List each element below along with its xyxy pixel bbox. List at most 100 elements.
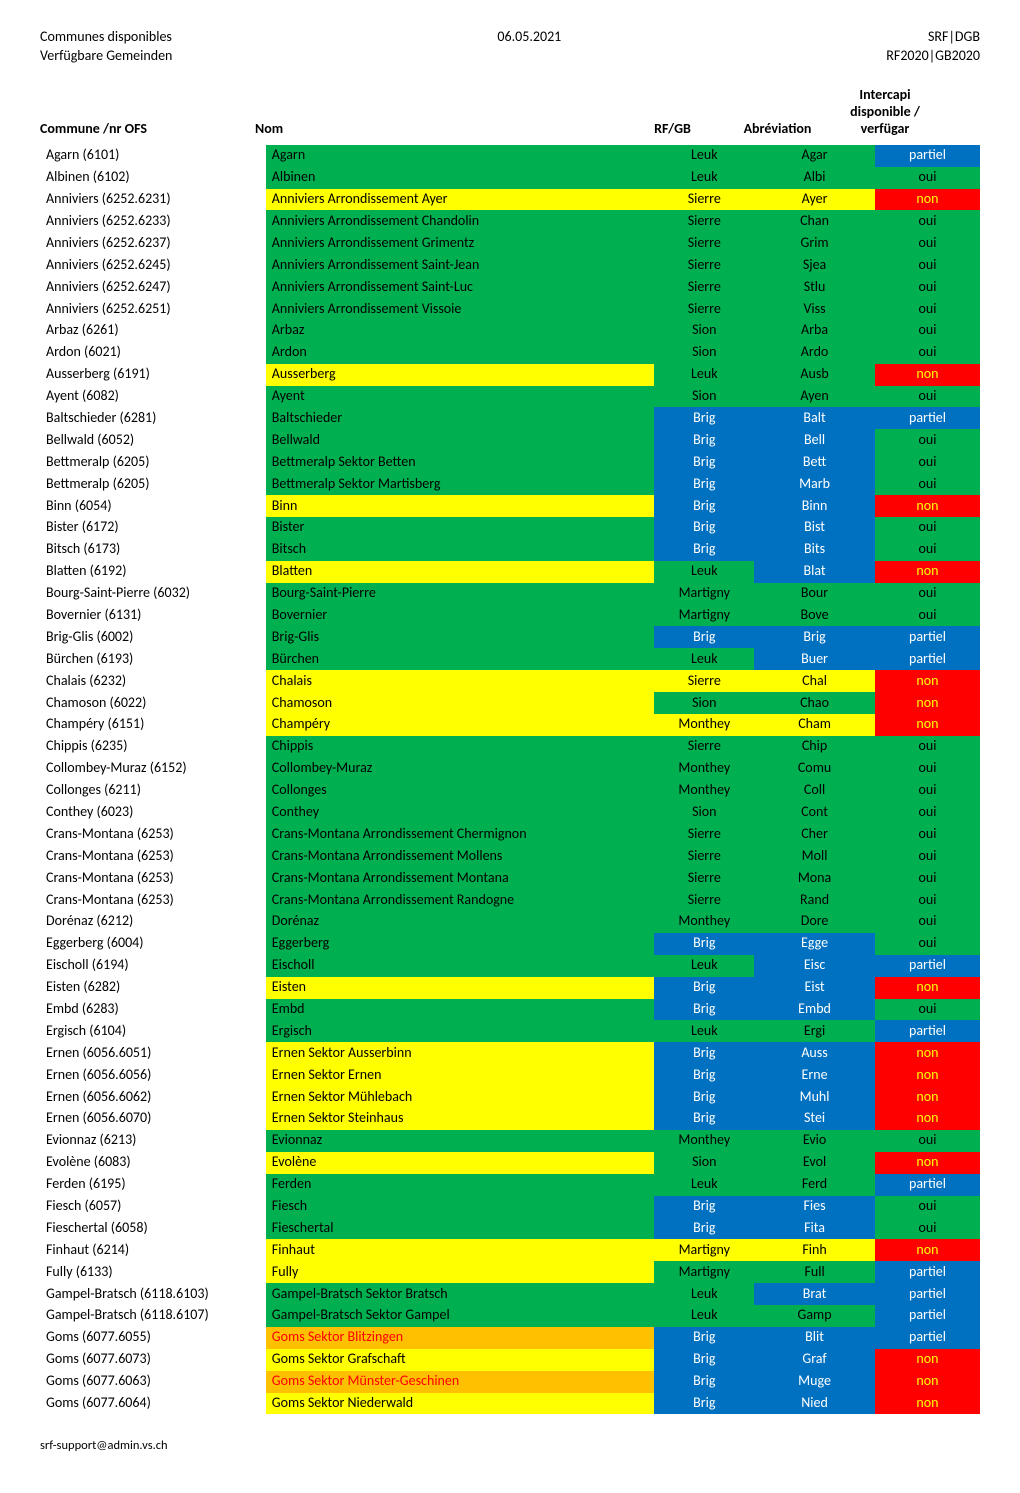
cell-inter: non <box>875 1152 980 1174</box>
table-row: Goms (6077.6064)Goms Sektor NiederwaldBr… <box>40 1393 980 1415</box>
cell-abbr: Ausb <box>754 364 875 386</box>
cell-abbr: Full <box>754 1261 875 1283</box>
cell-commune: Bovernier (6131) <box>40 604 266 626</box>
cell-commune: Goms (6077.6064) <box>40 1393 266 1415</box>
table-row: Crans-Montana (6253)Crans-Montana Arrond… <box>40 845 980 867</box>
cell-rfgb: Sierre <box>654 189 754 211</box>
cell-nom: Ayent <box>266 386 655 408</box>
cell-commune: Ernen (6056.6056) <box>40 1064 266 1086</box>
cell-commune: Bettmeralp (6205) <box>40 473 266 495</box>
col-header-inter-line2: disponible / <box>835 103 935 120</box>
cell-rfgb: Leuk <box>654 1283 754 1305</box>
cell-rfgb: Brig <box>654 495 754 517</box>
cell-abbr: Bist <box>754 517 875 539</box>
table-row: Finhaut (6214)FinhautMartignyFinhnon <box>40 1239 980 1261</box>
cell-rfgb: Brig <box>654 1042 754 1064</box>
table-row: Dorénaz (6212)DorénazMontheyDoreoui <box>40 911 980 933</box>
table-row: Evionnaz (6213)EvionnazMontheyEviooui <box>40 1130 980 1152</box>
col-header-inter-line3: verfügar <box>835 120 935 137</box>
table-row: Ernen (6056.6056)Ernen Sektor ErnenBrigE… <box>40 1064 980 1086</box>
cell-nom: Arbaz <box>266 320 655 342</box>
cell-rfgb: Monthey <box>654 911 754 933</box>
cell-commune: Ausserberg (6191) <box>40 364 266 386</box>
table-row: Eggerberg (6004)EggerbergBrigEggeoui <box>40 933 980 955</box>
cell-abbr: Coll <box>754 780 875 802</box>
cell-commune: Ardon (6021) <box>40 342 266 364</box>
table-row: Anniviers (6252.6233)Anniviers Arrondiss… <box>40 210 980 232</box>
table-row: Ausserberg (6191)AusserbergLeukAusbnon <box>40 364 980 386</box>
cell-nom: Anniviers Arrondissement Chandolin <box>266 210 655 232</box>
cell-abbr: Chan <box>754 210 875 232</box>
cell-nom: Chamoson <box>266 692 655 714</box>
cell-inter: oui <box>875 167 980 189</box>
cell-commune: Bellwald (6052) <box>40 429 266 451</box>
cell-commune: Chalais (6232) <box>40 670 266 692</box>
cell-rfgb: Brig <box>654 1217 754 1239</box>
cell-inter: non <box>875 1064 980 1086</box>
cell-rfgb: Sierre <box>654 823 754 845</box>
cell-inter: oui <box>875 232 980 254</box>
table-row: Bürchen (6193)BürchenLeukBuerpartiel <box>40 648 980 670</box>
cell-commune: Eischoll (6194) <box>40 955 266 977</box>
cell-abbr: Ayen <box>754 386 875 408</box>
cell-abbr: Agar <box>754 145 875 167</box>
cell-commune: Bettmeralp (6205) <box>40 451 266 473</box>
cell-nom: Bettmeralp Sektor Martisberg <box>266 473 655 495</box>
cell-rfgb: Brig <box>654 1393 754 1415</box>
cell-nom: Dorénaz <box>266 911 655 933</box>
header-right-line1: SRF|DGB <box>886 28 980 47</box>
cell-abbr: Bits <box>754 539 875 561</box>
cell-commune: Collombey-Muraz (6152) <box>40 758 266 780</box>
cell-commune: Bourg-Saint-Pierre (6032) <box>40 583 266 605</box>
cell-nom: Bitsch <box>266 539 655 561</box>
cell-rfgb: Sierre <box>654 889 754 911</box>
cell-nom: Ernen Sektor Ernen <box>266 1064 655 1086</box>
cell-nom: Champéry <box>266 714 655 736</box>
cell-commune: Crans-Montana (6253) <box>40 823 266 845</box>
cell-nom: Goms Sektor Münster-Geschinen <box>266 1371 655 1393</box>
cell-nom: Fieschertal <box>266 1217 655 1239</box>
col-header-inter-line1: Intercapi <box>835 86 935 103</box>
cell-commune: Gampel-Bratsch (6118.6107) <box>40 1305 266 1327</box>
table-row: Chamoson (6022)ChamosonSionChaonon <box>40 692 980 714</box>
cell-commune: Conthey (6023) <box>40 802 266 824</box>
table-row: Chippis (6235)ChippisSierreChipoui <box>40 736 980 758</box>
cell-inter: partiel <box>875 955 980 977</box>
cell-inter: oui <box>875 1217 980 1239</box>
table-row: Bettmeralp (6205)Bettmeralp Sektor Bette… <box>40 451 980 473</box>
table-row: Collonges (6211)CollongesMontheyColloui <box>40 780 980 802</box>
cell-inter: oui <box>875 254 980 276</box>
table-row: Anniviers (6252.6231)Anniviers Arrondiss… <box>40 189 980 211</box>
cell-rfgb: Sion <box>654 1152 754 1174</box>
table-row: Blatten (6192)BlattenLeukBlatnon <box>40 561 980 583</box>
cell-inter: non <box>875 1239 980 1261</box>
cell-commune: Blatten (6192) <box>40 561 266 583</box>
table-row: Goms (6077.6055)Goms Sektor BlitzingenBr… <box>40 1327 980 1349</box>
document-page: Communes disponibles Verfügbare Gemeinde… <box>0 0 1020 1493</box>
cell-rfgb: Monthey <box>654 758 754 780</box>
cell-abbr: Dore <box>754 911 875 933</box>
cell-abbr: Gamp <box>754 1305 875 1327</box>
cell-commune: Eisten (6282) <box>40 977 266 999</box>
table-row: Ardon (6021)ArdonSionArdooui <box>40 342 980 364</box>
cell-nom: Crans-Montana Arrondissement Montana <box>266 867 655 889</box>
cell-abbr: Comu <box>754 758 875 780</box>
table-row: Crans-Montana (6253)Crans-Montana Arrond… <box>40 867 980 889</box>
cell-commune: Collonges (6211) <box>40 780 266 802</box>
cell-inter: partiel <box>875 407 980 429</box>
cell-nom: Collombey-Muraz <box>266 758 655 780</box>
cell-rfgb: Leuk <box>654 1174 754 1196</box>
cell-rfgb: Brig <box>654 451 754 473</box>
cell-nom: Finhaut <box>266 1239 655 1261</box>
table-row: Binn (6054)BinnBrigBinnnon <box>40 495 980 517</box>
cell-abbr: Mona <box>754 867 875 889</box>
cell-inter: oui <box>875 911 980 933</box>
cell-rfgb: Brig <box>654 1371 754 1393</box>
table-row: Champéry (6151)ChampéryMontheyChamnon <box>40 714 980 736</box>
cell-commune: Anniviers (6252.6237) <box>40 232 266 254</box>
cell-inter: partiel <box>875 1020 980 1042</box>
cell-nom: Ernen Sektor Mühlebach <box>266 1086 655 1108</box>
cell-nom: Chalais <box>266 670 655 692</box>
cell-commune: Fiesch (6057) <box>40 1196 266 1218</box>
cell-rfgb: Sion <box>654 342 754 364</box>
